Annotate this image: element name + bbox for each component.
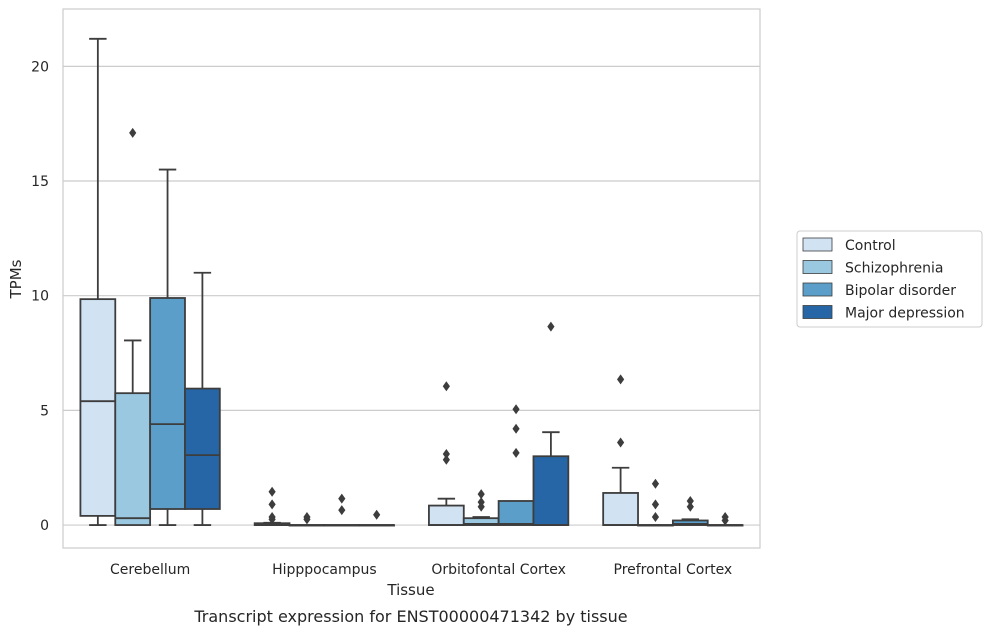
legend-label: Bipolar disorder [845,283,956,299]
outlier-point [512,423,520,434]
legend: Control Schizophrenia Bipolar disorder Majo… [796,230,983,328]
box-series [79,37,744,527]
box-0-3 [184,271,221,526]
box-body [428,504,465,526]
outlier-point [651,478,660,489]
y-axis-ticks: 0 5 10 15 20 [31,59,49,534]
legend-label: Control [845,238,896,254]
box-0-0 [79,37,117,526]
outlier-point [129,127,137,138]
outlier-point [442,454,450,465]
legend-swatch [802,260,833,274]
outlier-point [651,499,660,510]
outlier-point [512,447,520,458]
x-tick-label: Hipppocampus [272,562,377,578]
y-axis-title: TPMs [7,259,25,299]
legend-swatch [802,305,833,319]
box-body [532,455,570,526]
box-2-3 [532,321,570,526]
outlier-point [617,437,625,448]
outlier-point [651,512,660,523]
box-3-1 [637,478,674,527]
plot-frame [62,8,761,549]
box-1-2 [323,493,361,527]
box-1-1 [288,512,326,527]
box-0-1 [114,127,152,526]
box-body [184,387,221,510]
x-tick-label: Prefrontal Cortex [614,562,733,578]
box-body [79,298,117,517]
box-2-1 [462,489,500,526]
outlier-point [617,374,625,385]
y-tick-label: 20 [31,59,49,75]
y-tick-label: 15 [31,174,49,190]
outlier-point [373,509,381,520]
box-1-0 [253,486,291,526]
legend-swatch [802,237,833,252]
box-body [602,492,639,526]
box-0-2 [149,168,186,526]
x-tick-label: Orbitofontal Cortex [431,562,566,578]
box-body [149,297,186,510]
x-tick-label: Cerebellum [110,562,190,578]
box-2-0 [428,381,465,526]
outlier-point [721,512,729,523]
box-3-3 [706,512,744,527]
outlier-point [338,505,346,516]
box-3-0 [602,374,639,526]
legend-swatch [802,282,833,297]
outlier-point [512,404,520,415]
box-body [671,519,709,526]
legend-label: Schizophrenia [845,261,943,277]
outlier-point [477,489,485,500]
box-1-3 [358,509,395,527]
outlier-point [303,512,311,523]
chart-caption: Transcript expression for ENST0000047134… [193,607,627,626]
box-3-2 [671,495,709,526]
outlier-point [442,381,450,392]
box-body [114,392,152,526]
outlier-point [686,495,694,506]
outlier-point [547,321,555,332]
x-axis-title: Tissue [386,581,434,599]
outlier-point [442,448,450,459]
outlier-point [268,499,276,510]
y-tick-label: 5 [40,403,49,419]
legend-label: Major depression [845,306,965,322]
outlier-point [268,486,276,497]
y-tick-label: 10 [31,289,49,305]
outlier-point [477,497,485,508]
box-body [497,500,535,526]
y-tick-label: 0 [40,518,49,534]
outlier-point [338,493,346,504]
box-2-2 [497,404,535,526]
outlier-point [686,501,694,512]
outlier-point [268,512,276,523]
legend-frame [796,230,983,328]
x-axis-ticks: Cerebellum Hipppocampus Orbitofontal Corte… [110,562,732,578]
